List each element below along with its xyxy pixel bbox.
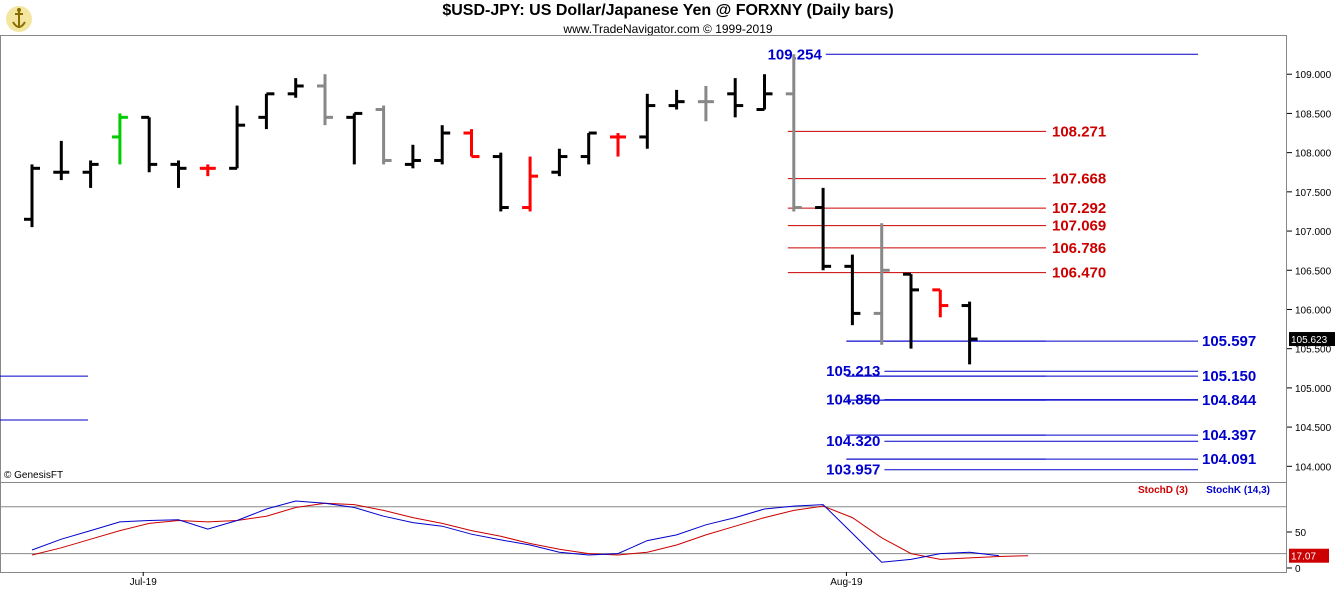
ohlc-bar: [492, 152, 509, 212]
price-tick-label: 105.000: [1295, 384, 1332, 395]
time-tick-label: Jul-19: [130, 577, 158, 588]
ohlc-bar: [610, 133, 626, 157]
stoch-tick-label: 0: [1295, 564, 1301, 575]
ohlc-bar: [961, 301, 978, 365]
ohlc-bar: [463, 129, 480, 159]
ohlc-bar: [141, 115, 158, 173]
ohlc-bar: [82, 160, 99, 188]
level-label: 106.470: [1052, 265, 1106, 282]
trade-navigator-logo-icon: [4, 4, 34, 34]
ohlc-bar: [404, 144, 421, 169]
level-label: 107.292: [1052, 200, 1106, 217]
stoch-last-label: 17.07: [1291, 552, 1316, 563]
plot-border: [0, 35, 1287, 573]
ohlc-bar: [668, 89, 685, 110]
price-tick-label: 108.000: [1295, 149, 1332, 160]
ohlc-bar: [873, 223, 890, 345]
ohlc-bar: [258, 92, 275, 130]
ohlc-bar: [170, 160, 187, 188]
level-label: 106.786: [1052, 240, 1106, 257]
ohlc-bar: [522, 156, 539, 212]
price-tick-label: 104.500: [1295, 423, 1332, 434]
price-bars: [24, 54, 978, 365]
level-label: 104.397: [1202, 427, 1256, 444]
stochd-legend: StochD (3): [1138, 485, 1188, 496]
price-tick-label: 106.500: [1295, 266, 1332, 277]
ohlc-bar: [727, 78, 744, 118]
last-price-box: [1289, 332, 1335, 347]
ohlc-bar: [317, 74, 333, 126]
stoch-series-line: [31, 500, 999, 563]
level-label: 104.091: [1202, 451, 1256, 468]
chart-title: $USD-JPY: US Dollar/Japanese Yen @ FORXN…: [442, 2, 894, 19]
ohlc-bar: [53, 140, 70, 181]
ohlc-bar: [815, 187, 832, 271]
ohlc-bar: [844, 254, 861, 326]
price-tick-label: 104.000: [1295, 462, 1332, 473]
price-tick-label: 107.000: [1295, 227, 1332, 238]
last-price-label: 105.623: [1291, 335, 1328, 346]
price-levels: 109.254108.271107.668107.292107.069106.7…: [0, 46, 1257, 479]
ohlc-bar: [287, 78, 304, 98]
stoch-series-line: [31, 502, 1029, 560]
level-label: 105.213: [826, 363, 880, 380]
level-label: 103.957: [826, 462, 880, 479]
level-label: 104.320: [826, 433, 880, 450]
ohlc-bar: [199, 164, 216, 177]
level-label: 108.271: [1052, 123, 1106, 140]
ohlc-bar: [697, 85, 714, 122]
ohlc-bar: [375, 105, 392, 165]
price-axis: 109.000 108.500 108.000 107.500 107.000 106.5…: [1287, 70, 1335, 473]
ohlc-bar: [785, 54, 802, 212]
ohlc-bar: [24, 164, 40, 228]
stochastic-panel: 50 0 StochD (3) StochK (14,3) 17.07: [0, 485, 1329, 575]
price-tick-label: 106.000: [1295, 305, 1332, 316]
level-label: 105.150: [1202, 368, 1256, 385]
copyright-label: © GenesisFT: [4, 470, 63, 481]
chart-frame: © GenesisFT: [0, 35, 1287, 573]
ohlc-bar: [551, 148, 568, 177]
price-tick-label: 105.500: [1295, 345, 1332, 356]
stoch-last-box: [1289, 548, 1329, 563]
chart-subtitle: www.TradeNavigator.com © 1999-2019: [563, 22, 773, 36]
level-label: 104.844: [1202, 392, 1257, 409]
ohlc-bar: [346, 111, 363, 165]
ohlc-bar: [903, 272, 919, 349]
price-tick-label: 107.500: [1295, 188, 1332, 199]
stochk-legend: StochK (14,3): [1206, 485, 1270, 496]
ohlc-bar: [434, 125, 451, 165]
level-label: 107.668: [1052, 171, 1106, 188]
price-tick-label: 109.000: [1295, 70, 1332, 81]
time-axis: Jul-19 Aug-19: [130, 572, 863, 588]
ohlc-bar: [111, 113, 128, 165]
time-tick-label: Aug-19: [830, 577, 863, 588]
level-label: 105.597: [1202, 333, 1256, 350]
ohlc-bar: [580, 131, 597, 165]
ohlc-bar: [756, 74, 773, 111]
stoch-tick-label: 50: [1295, 528, 1307, 539]
level-label: 107.069: [1052, 218, 1106, 235]
ohlc-bar: [229, 105, 246, 170]
price-tick-label: 108.500: [1295, 109, 1332, 120]
ohlc-bar: [639, 93, 656, 149]
ohlc-bar: [932, 288, 949, 318]
